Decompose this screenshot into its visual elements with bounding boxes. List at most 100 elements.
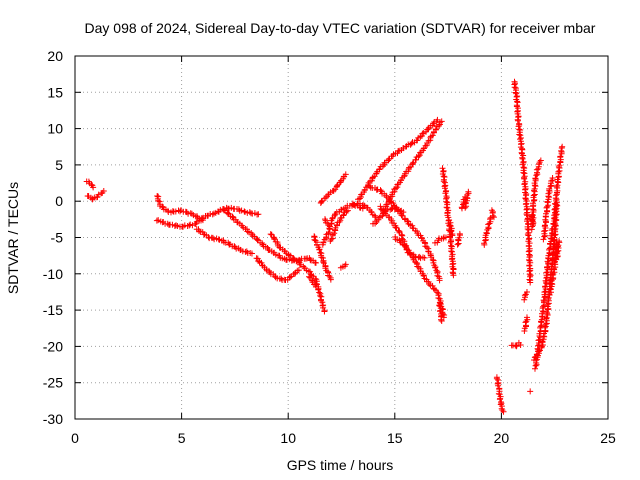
data-point <box>413 128 429 144</box>
data-series <box>344 200 379 221</box>
y-tick-label: 15 <box>47 84 63 100</box>
data-point <box>495 388 505 408</box>
data-series <box>84 188 107 203</box>
data-point <box>483 216 494 237</box>
data-point <box>488 207 496 219</box>
data-point <box>100 188 107 195</box>
data-point <box>547 265 558 296</box>
data-series <box>550 143 566 230</box>
data-series <box>436 299 445 324</box>
data-point <box>527 279 534 286</box>
data-point <box>295 267 302 274</box>
data-point <box>276 244 290 257</box>
data-series <box>439 165 457 279</box>
data-point <box>419 235 434 257</box>
data-point <box>363 204 378 219</box>
data-point <box>540 258 552 305</box>
data-point <box>439 165 450 195</box>
y-tick-label: -20 <box>43 338 63 354</box>
data-point <box>481 232 489 248</box>
data-point <box>333 205 347 216</box>
data-point <box>166 221 183 230</box>
data-point <box>517 136 527 159</box>
data-point <box>179 221 196 230</box>
data-point <box>317 194 329 206</box>
y-tick-label: -30 <box>43 411 63 427</box>
chart-title: Day 098 of 2024, Sidereal Day-to-day VTE… <box>85 20 596 36</box>
data-point <box>311 233 323 253</box>
data-point <box>413 142 429 163</box>
data-point <box>559 143 566 150</box>
data-point <box>234 219 255 236</box>
y-tick-label: -10 <box>43 266 63 282</box>
data-series <box>540 174 556 243</box>
data-point <box>307 268 319 282</box>
data-point <box>540 213 549 243</box>
data-series <box>454 230 463 248</box>
data-point <box>342 261 349 268</box>
data-point <box>220 207 239 223</box>
data-point <box>340 208 350 218</box>
data-point <box>523 314 530 321</box>
data-point <box>90 184 97 191</box>
data-point <box>249 231 269 250</box>
y-tick-label: 5 <box>55 157 63 173</box>
data-point <box>312 283 319 290</box>
data-point <box>403 242 419 265</box>
data-point <box>389 145 407 159</box>
data-point <box>391 205 405 215</box>
x-tick-label: 25 <box>600 430 616 446</box>
data-point <box>513 90 522 123</box>
data-series <box>380 118 445 213</box>
data-point <box>365 166 383 186</box>
data-point <box>424 278 439 294</box>
data-point <box>317 249 329 272</box>
data-point <box>527 388 534 395</box>
data-point <box>545 227 556 262</box>
data-point <box>508 342 519 349</box>
data-point <box>498 403 506 414</box>
data-point <box>86 180 96 189</box>
data-point <box>432 264 443 282</box>
data-point <box>263 267 279 281</box>
data-series <box>306 273 319 290</box>
data-point <box>325 222 332 229</box>
data-point <box>202 210 217 219</box>
data-series <box>253 255 302 283</box>
data-point <box>523 288 530 295</box>
data-point <box>421 254 428 261</box>
data-point <box>231 205 248 215</box>
data-point <box>500 408 507 415</box>
data-point <box>84 193 94 201</box>
data-point <box>438 118 445 125</box>
data-series <box>311 233 334 283</box>
data-point <box>517 341 524 348</box>
data-point <box>312 259 319 266</box>
data-point <box>446 233 456 260</box>
y-axis-label: SDTVAR / TECUs <box>5 182 21 294</box>
data-series <box>488 207 497 221</box>
data-point <box>528 213 536 225</box>
data-point <box>438 317 445 324</box>
data-point <box>267 231 282 249</box>
data-series <box>349 200 366 212</box>
data-point <box>465 188 472 195</box>
data-point <box>327 222 340 244</box>
data-series <box>317 171 349 206</box>
data-point <box>537 157 544 164</box>
data-series <box>377 203 428 262</box>
data-point <box>322 216 331 227</box>
data-series <box>432 234 449 246</box>
data-point <box>442 190 452 217</box>
x-tick-label: 15 <box>387 430 403 446</box>
data-series <box>462 188 472 211</box>
data-point <box>359 205 366 212</box>
x-axis-label: GPS time / hours <box>287 457 394 473</box>
grid <box>75 56 608 419</box>
x-tick-label: 5 <box>178 430 186 446</box>
data-point <box>424 128 437 148</box>
data-point <box>450 272 457 279</box>
data-series <box>153 204 262 230</box>
data-series <box>511 78 534 286</box>
x-tick-label: 20 <box>494 430 510 446</box>
